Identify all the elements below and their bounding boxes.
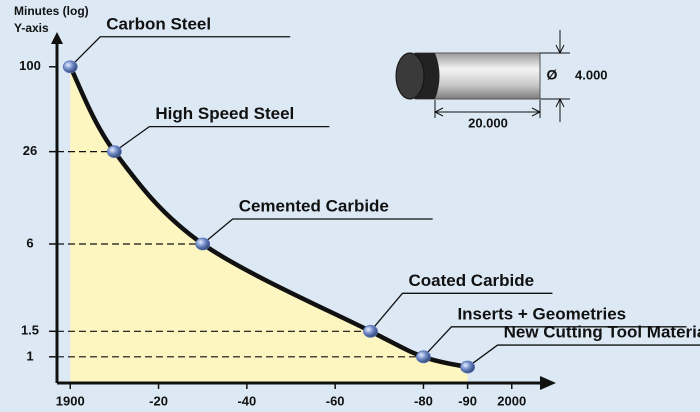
point-label: High Speed Steel [155,104,294,123]
y-tick-label: 26 [23,143,37,158]
x-tick-label: 1900 [56,393,85,408]
leader-line [69,36,291,68]
x-tick-label: -90 [458,393,477,408]
data-point [416,350,431,364]
point-label: New Cutting Tool Materials [504,323,700,342]
x-tick-label: -80 [414,393,433,408]
data-point [62,60,78,74]
point-label: Coated Carbide [408,271,534,290]
plot-area: 1 1.5 6 26 100 1900 -20 -40 -60 -80 -90 2000 Carbon … [19,14,700,408]
diameter-label: 4.000 [575,67,608,82]
data-point [460,360,476,374]
x-axis-arrow [540,376,556,390]
x-tick-label: -20 [149,393,168,408]
cylinder-diagram: Ø 4.000 20.000 [395,30,608,130]
diameter-symbol: Ø [547,67,558,83]
area-fill [70,66,468,383]
y-axis-title: Y-axis [14,21,49,35]
leader-line [114,125,330,153]
x-tick-label: -60 [326,393,345,408]
x-tick-label: -40 [237,393,256,408]
data-point [195,237,211,251]
leader-line [467,344,700,368]
leader-line [422,326,687,358]
data-point [106,145,122,159]
point-label: Inserts + Geometries [457,304,626,323]
dim-arrow [433,107,542,117]
leader-line [369,292,553,332]
leader-line [202,218,433,245]
cylinder-cap [395,52,425,100]
point-label: Cemented Carbide [239,196,389,215]
y-tick-label: 1.5 [21,323,39,338]
x-tick-label: 2000 [497,393,526,408]
length-label: 20.000 [468,115,508,130]
data-point [363,324,378,338]
y-axis-title: Minutes (log) [14,4,89,18]
y-tick-label: 1 [26,348,33,363]
y-tick-label: 6 [26,235,33,250]
y-tick-label: 100 [19,58,41,73]
y-axis-arrow [51,32,63,44]
point-label: Carbon Steel [106,14,211,33]
dim-arrow [555,44,565,108]
